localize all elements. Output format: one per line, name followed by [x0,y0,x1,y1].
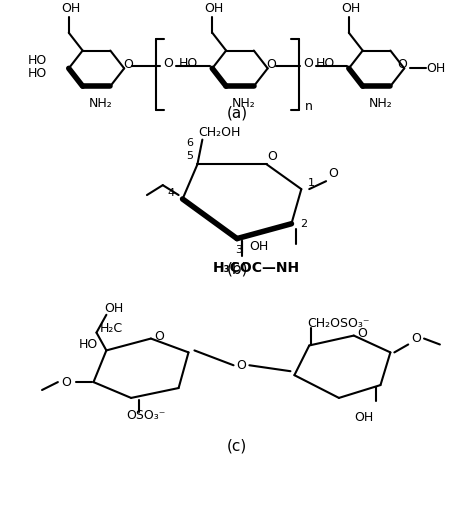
Text: HO: HO [28,54,47,67]
Text: (a): (a) [227,106,247,120]
Text: (c): (c) [227,439,247,454]
Text: OH: OH [105,302,124,316]
Text: 3: 3 [236,246,243,256]
Text: OH: OH [341,3,360,15]
Text: O: O [328,167,338,180]
Text: 2: 2 [300,219,307,229]
Text: OH: OH [61,3,81,15]
Text: O: O [303,57,313,70]
Text: HO: HO [79,338,98,351]
Text: OH: OH [249,240,268,253]
Text: CH₂OH: CH₂OH [198,126,240,139]
Text: HO: HO [316,57,335,70]
Text: OSO₃⁻: OSO₃⁻ [126,410,165,422]
Text: NH₂: NH₂ [89,97,112,110]
Text: (b): (b) [226,262,248,277]
Text: HO: HO [28,67,47,80]
Text: O: O [237,359,246,372]
Text: O: O [397,58,407,71]
Text: OH: OH [354,411,374,424]
Text: O: O [123,58,133,71]
Text: H₃COC—NH: H₃COC—NH [213,261,301,275]
Text: 4: 4 [167,188,174,198]
Text: NH₂: NH₂ [232,97,256,110]
Text: 1: 1 [308,178,315,188]
Text: OH: OH [205,3,224,15]
Text: O: O [61,375,71,388]
Text: n: n [305,100,313,113]
Text: O: O [163,57,173,70]
Text: HO: HO [179,57,199,70]
Text: H₂C: H₂C [100,322,123,335]
Text: O: O [268,150,278,163]
Text: O: O [154,330,164,343]
Text: NH₂: NH₂ [369,97,392,110]
Text: 6: 6 [186,138,193,148]
Text: 5: 5 [186,151,193,162]
Text: O: O [267,58,276,71]
Text: O: O [411,332,421,345]
Text: CH₂OSO₃⁻: CH₂OSO₃⁻ [308,317,370,330]
Text: OH: OH [426,62,446,75]
Text: O: O [357,327,366,340]
